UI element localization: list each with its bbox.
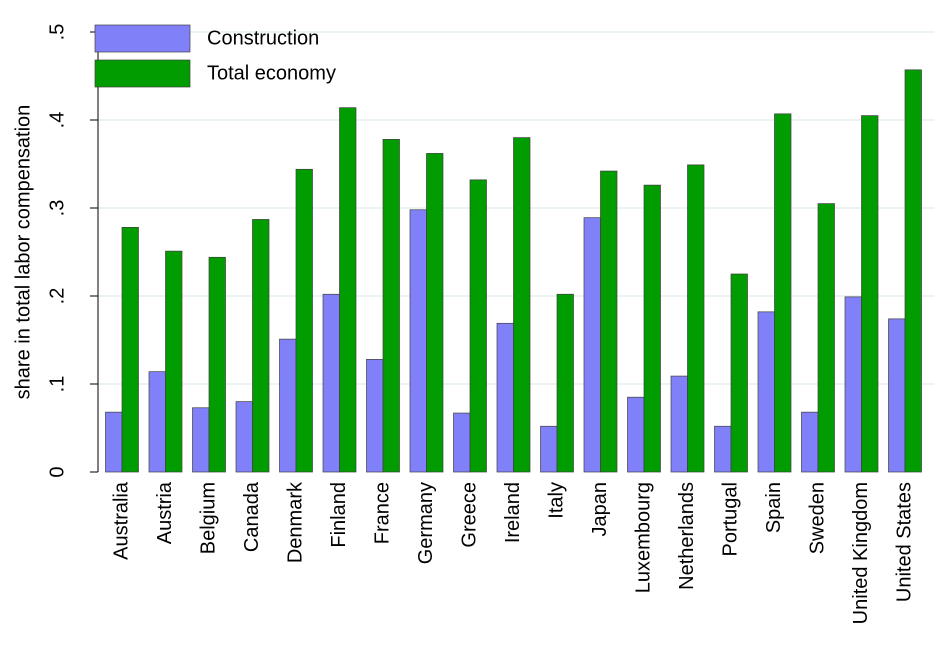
x-tick-label: Portugal	[719, 482, 741, 557]
bar	[339, 107, 357, 473]
x-tick-label: Greece	[458, 482, 480, 548]
x-tick-label: Belgium	[197, 482, 219, 554]
x-tick-label: United States	[893, 482, 915, 602]
y-tick-label: .4	[46, 112, 68, 129]
x-tick-label: Italy	[545, 482, 567, 519]
bar	[540, 425, 558, 473]
bar	[730, 273, 748, 473]
bar	[322, 293, 340, 473]
x-tick-label: Spain	[763, 482, 785, 533]
bar	[714, 425, 732, 473]
legend-label: Total economy	[207, 62, 336, 84]
bar	[757, 311, 775, 473]
y-tick-label: .2	[46, 288, 68, 305]
bar	[600, 170, 618, 473]
legend-swatch	[94, 24, 191, 53]
bar	[861, 115, 879, 473]
x-tick-label: Japan	[589, 482, 611, 537]
y-tick-label: .5	[46, 24, 68, 41]
y-tick-label: 0	[46, 466, 68, 477]
y-tick-label: .1	[46, 376, 68, 393]
bar	[382, 139, 400, 473]
x-tick-label: Netherlands	[676, 482, 698, 590]
bar	[556, 293, 574, 473]
y-tick-label: .3	[46, 200, 68, 217]
bar	[801, 411, 819, 473]
x-tick-label: Ireland	[502, 482, 524, 543]
bar	[844, 296, 862, 473]
bar	[148, 371, 166, 473]
bar	[583, 217, 601, 473]
legend-swatch	[94, 59, 191, 88]
x-tick-label: Luxembourg	[632, 482, 654, 593]
x-tick-label: Sweden	[806, 482, 828, 554]
bar	[279, 338, 297, 473]
bar	[643, 184, 661, 473]
bar	[888, 318, 906, 473]
x-tick-label: Denmark	[284, 481, 306, 563]
x-tick-label: Germany	[415, 482, 437, 564]
bar	[817, 203, 835, 473]
bar	[366, 359, 384, 473]
bar	[426, 153, 444, 473]
x-tick-label: Australia	[110, 481, 132, 560]
bar	[453, 412, 471, 473]
bar	[904, 69, 922, 473]
x-tick-label: Austria	[154, 481, 176, 544]
x-tick-label: United Kingdom	[850, 482, 872, 624]
bar	[774, 113, 792, 473]
bar	[469, 179, 487, 473]
x-tick-label: Canada	[241, 481, 263, 552]
bar	[252, 219, 270, 473]
bar	[165, 250, 183, 473]
legend-label: Construction	[207, 27, 319, 49]
y-axis-title: share in total labor compensation	[12, 105, 34, 400]
x-tick-label: Finland	[328, 482, 350, 548]
bar	[627, 396, 645, 473]
bar	[192, 407, 210, 473]
bar	[208, 256, 226, 473]
bar	[121, 227, 139, 473]
x-tick-label: France	[371, 482, 393, 544]
bar	[513, 137, 531, 473]
bar	[496, 322, 514, 473]
bar	[409, 209, 427, 473]
bar	[235, 401, 253, 473]
bar	[670, 375, 688, 473]
bar	[687, 164, 705, 473]
bar	[295, 168, 313, 473]
bar	[105, 411, 123, 473]
